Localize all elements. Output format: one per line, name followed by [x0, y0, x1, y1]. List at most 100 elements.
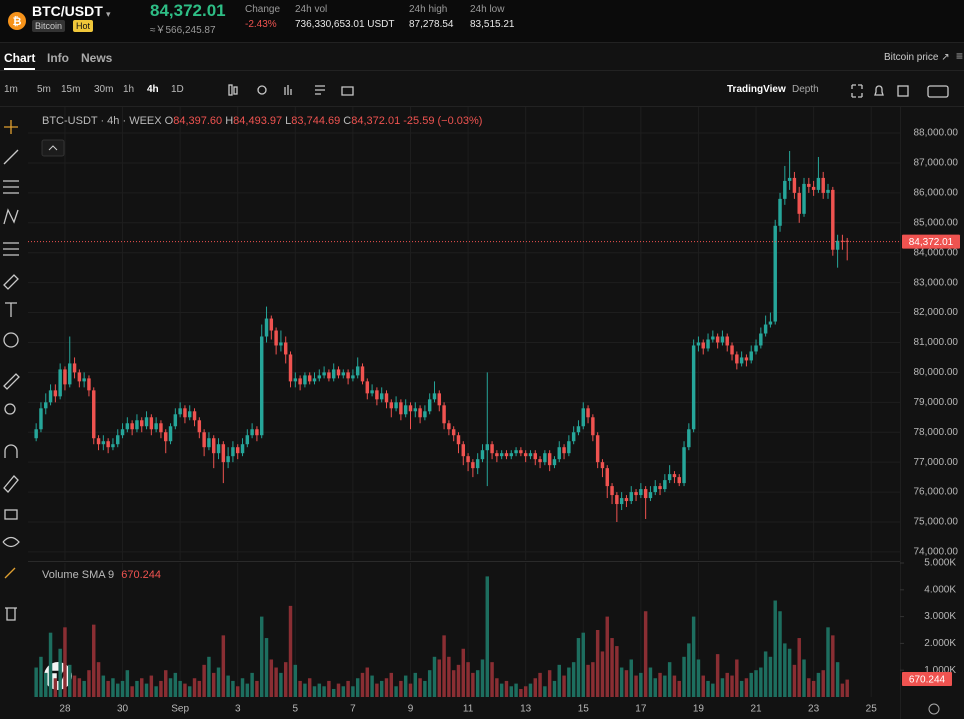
prediction-icon[interactable] — [3, 242, 19, 256]
candle-body — [168, 426, 173, 442]
pair[interactable]: BTC/USDT — [32, 3, 103, 19]
candle-body — [264, 318, 269, 337]
volume-bar — [811, 680, 816, 697]
candle-body — [413, 408, 418, 412]
trendline-icon[interactable] — [3, 149, 19, 165]
candle-body — [231, 447, 235, 457]
link-icon[interactable] — [4, 567, 16, 579]
interval[interactable]: 4h — [147, 84, 159, 95]
candle-body — [178, 408, 182, 415]
volume-bar — [399, 680, 403, 697]
candle-body — [514, 450, 518, 454]
volume-bar — [346, 680, 350, 697]
volume-bar — [130, 686, 134, 697]
dropdown[interactable]: ▾ — [106, 9, 111, 19]
volume-bar — [192, 678, 197, 697]
candle-body — [207, 438, 211, 448]
tab[interactable]: News — [81, 51, 113, 65]
lock-icon[interactable] — [4, 509, 18, 520]
candle-body — [783, 180, 787, 199]
volume-bar — [111, 678, 115, 697]
trash-icon[interactable] — [5, 607, 17, 621]
price-link[interactable]: Bitcoin price ↗ — [884, 52, 950, 63]
y-tick-label: 75,000.00 — [914, 517, 959, 528]
candle-body — [725, 336, 729, 346]
volume-bar — [48, 632, 53, 697]
candle-body — [499, 453, 504, 457]
candle-body — [821, 177, 825, 193]
interval[interactable]: 30m — [94, 84, 114, 95]
interval[interactable]: 1D — [171, 84, 184, 95]
volume-bar — [312, 686, 317, 697]
magnet-icon[interactable] — [4, 444, 18, 458]
candle-body — [701, 342, 705, 349]
view-tab[interactable]: Depth — [792, 84, 819, 95]
interval[interactable]: 1m — [4, 84, 18, 95]
interval[interactable]: 1h — [123, 84, 135, 95]
eye-icon[interactable] — [2, 536, 20, 548]
volume-bar — [744, 678, 749, 697]
change: -25.59 (−0.03%) — [403, 115, 483, 127]
ruler-icon[interactable] — [3, 373, 20, 390]
candle-body — [197, 420, 202, 433]
volume-bar — [739, 680, 744, 697]
candle-body — [82, 378, 86, 382]
volume-bar — [615, 646, 619, 697]
candle-body — [226, 456, 230, 463]
x-tick-label: 3 — [235, 704, 241, 715]
volume-bar — [149, 675, 154, 697]
volume-bar — [768, 656, 773, 697]
text-icon[interactable] — [5, 302, 17, 317]
candle-body — [130, 423, 134, 430]
candle-body — [312, 378, 317, 382]
collapse-button[interactable] — [41, 139, 65, 157]
volume-bar — [845, 679, 849, 697]
volume-bar — [283, 662, 288, 697]
candle-body — [797, 192, 801, 214]
candle-body — [711, 336, 715, 340]
tab[interactable]: Info — [47, 51, 69, 65]
volume-bar — [792, 664, 797, 697]
zoom-icon[interactable] — [4, 403, 16, 415]
candle-body — [384, 393, 389, 403]
volume-bar — [706, 680, 710, 697]
volume-bar — [259, 616, 264, 697]
link-text[interactable]: Bitcoin price — [884, 52, 939, 63]
volume-bar — [355, 678, 360, 697]
candle-body — [552, 459, 557, 466]
volume-bar — [499, 683, 504, 697]
view-tab[interactable]: TradingView — [727, 84, 786, 95]
volume-bar — [235, 686, 240, 697]
volume-bar — [567, 667, 571, 697]
volume-bar — [370, 675, 374, 697]
volume-bar — [600, 651, 605, 697]
candle-body — [744, 357, 749, 361]
interval[interactable]: 5m — [37, 84, 51, 95]
volume-bar — [605, 616, 609, 697]
volume-bar — [773, 600, 777, 697]
stat-label: 24h vol — [295, 4, 328, 15]
interval[interactable]: 15m — [61, 84, 81, 95]
candle-body — [562, 447, 566, 454]
menu-icon[interactable]: ≡ — [956, 49, 964, 63]
emoji-icon[interactable] — [3, 332, 19, 348]
pattern-icon[interactable] — [3, 208, 19, 225]
volume-bar — [687, 643, 691, 697]
candle-body — [279, 342, 283, 346]
candle-body — [322, 372, 326, 376]
settings-icon[interactable] — [928, 703, 940, 715]
lock-draw-icon[interactable] — [3, 475, 19, 493]
volume-bar — [648, 667, 653, 697]
candle-body — [87, 378, 91, 391]
brush-icon[interactable] — [3, 274, 19, 290]
volume-bar — [307, 678, 312, 697]
fib-icon[interactable] — [3, 180, 19, 194]
candle-body — [303, 375, 307, 385]
crosshair-icon[interactable] — [4, 120, 18, 134]
y-tick-label: 87,000.00 — [914, 158, 959, 169]
candle-body — [346, 372, 350, 379]
volume-bar — [672, 675, 677, 697]
tab[interactable]: Chart — [4, 51, 36, 70]
candle-body — [106, 441, 110, 448]
volume-bar — [183, 683, 187, 697]
